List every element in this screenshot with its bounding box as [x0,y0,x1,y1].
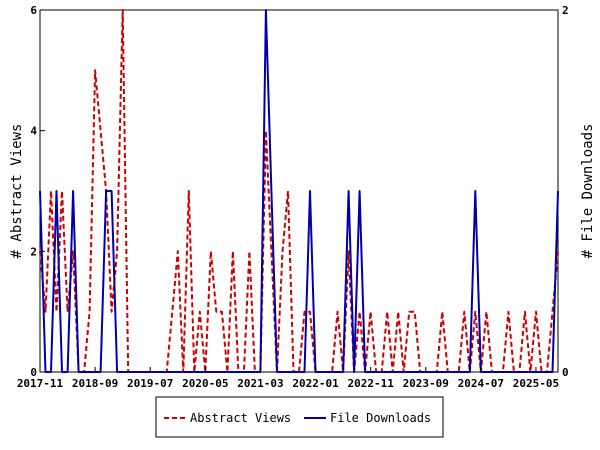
x-tick-label: 2024-07 [458,377,504,390]
y-right-tick-label: 0 [562,366,569,379]
x-tick-label: 2022-11 [347,377,394,390]
y-left-tick-label: 0 [30,366,37,379]
x-tick-label: 2020-05 [182,377,228,390]
series-layer [39,9,559,373]
legend: Abstract Views File Downloads [155,396,444,438]
y-right-tick-label: 2 [562,4,569,17]
legend-label-abstract-views: Abstract Views [190,411,291,425]
series-line-abstract-views [39,9,559,373]
y-left-tick-label: 6 [30,4,37,17]
x-tick-label: 2021-03 [237,377,283,390]
x-tick-label: 2019-07 [127,377,173,390]
series-line-file-downloads [39,9,559,373]
legend-label-file-downloads: File Downloads [330,411,431,425]
x-tick-label: 2025-05 [513,377,559,390]
y-left-tick-label: 2 [30,245,37,258]
x-tick-label: 2017-11 [17,377,64,390]
legend-box [155,396,444,438]
y-axis-right-title: # File Downloads [580,124,596,259]
x-axis: 2017-11 2018-09 2019-07 2020-05 2021-03 2022-… [17,367,559,390]
y-left-tick-label: 4 [30,125,37,138]
x-tick-label: 2023-09 [403,377,449,390]
y-axis-left: 0 2 4 6 [30,4,45,379]
y-axis-left-title: # Abstract Views [9,124,25,259]
y-axis-right: 02 [553,4,569,379]
x-tick-label: 2018-09 [72,377,118,390]
x-tick-label: 2022-01 [292,377,339,390]
